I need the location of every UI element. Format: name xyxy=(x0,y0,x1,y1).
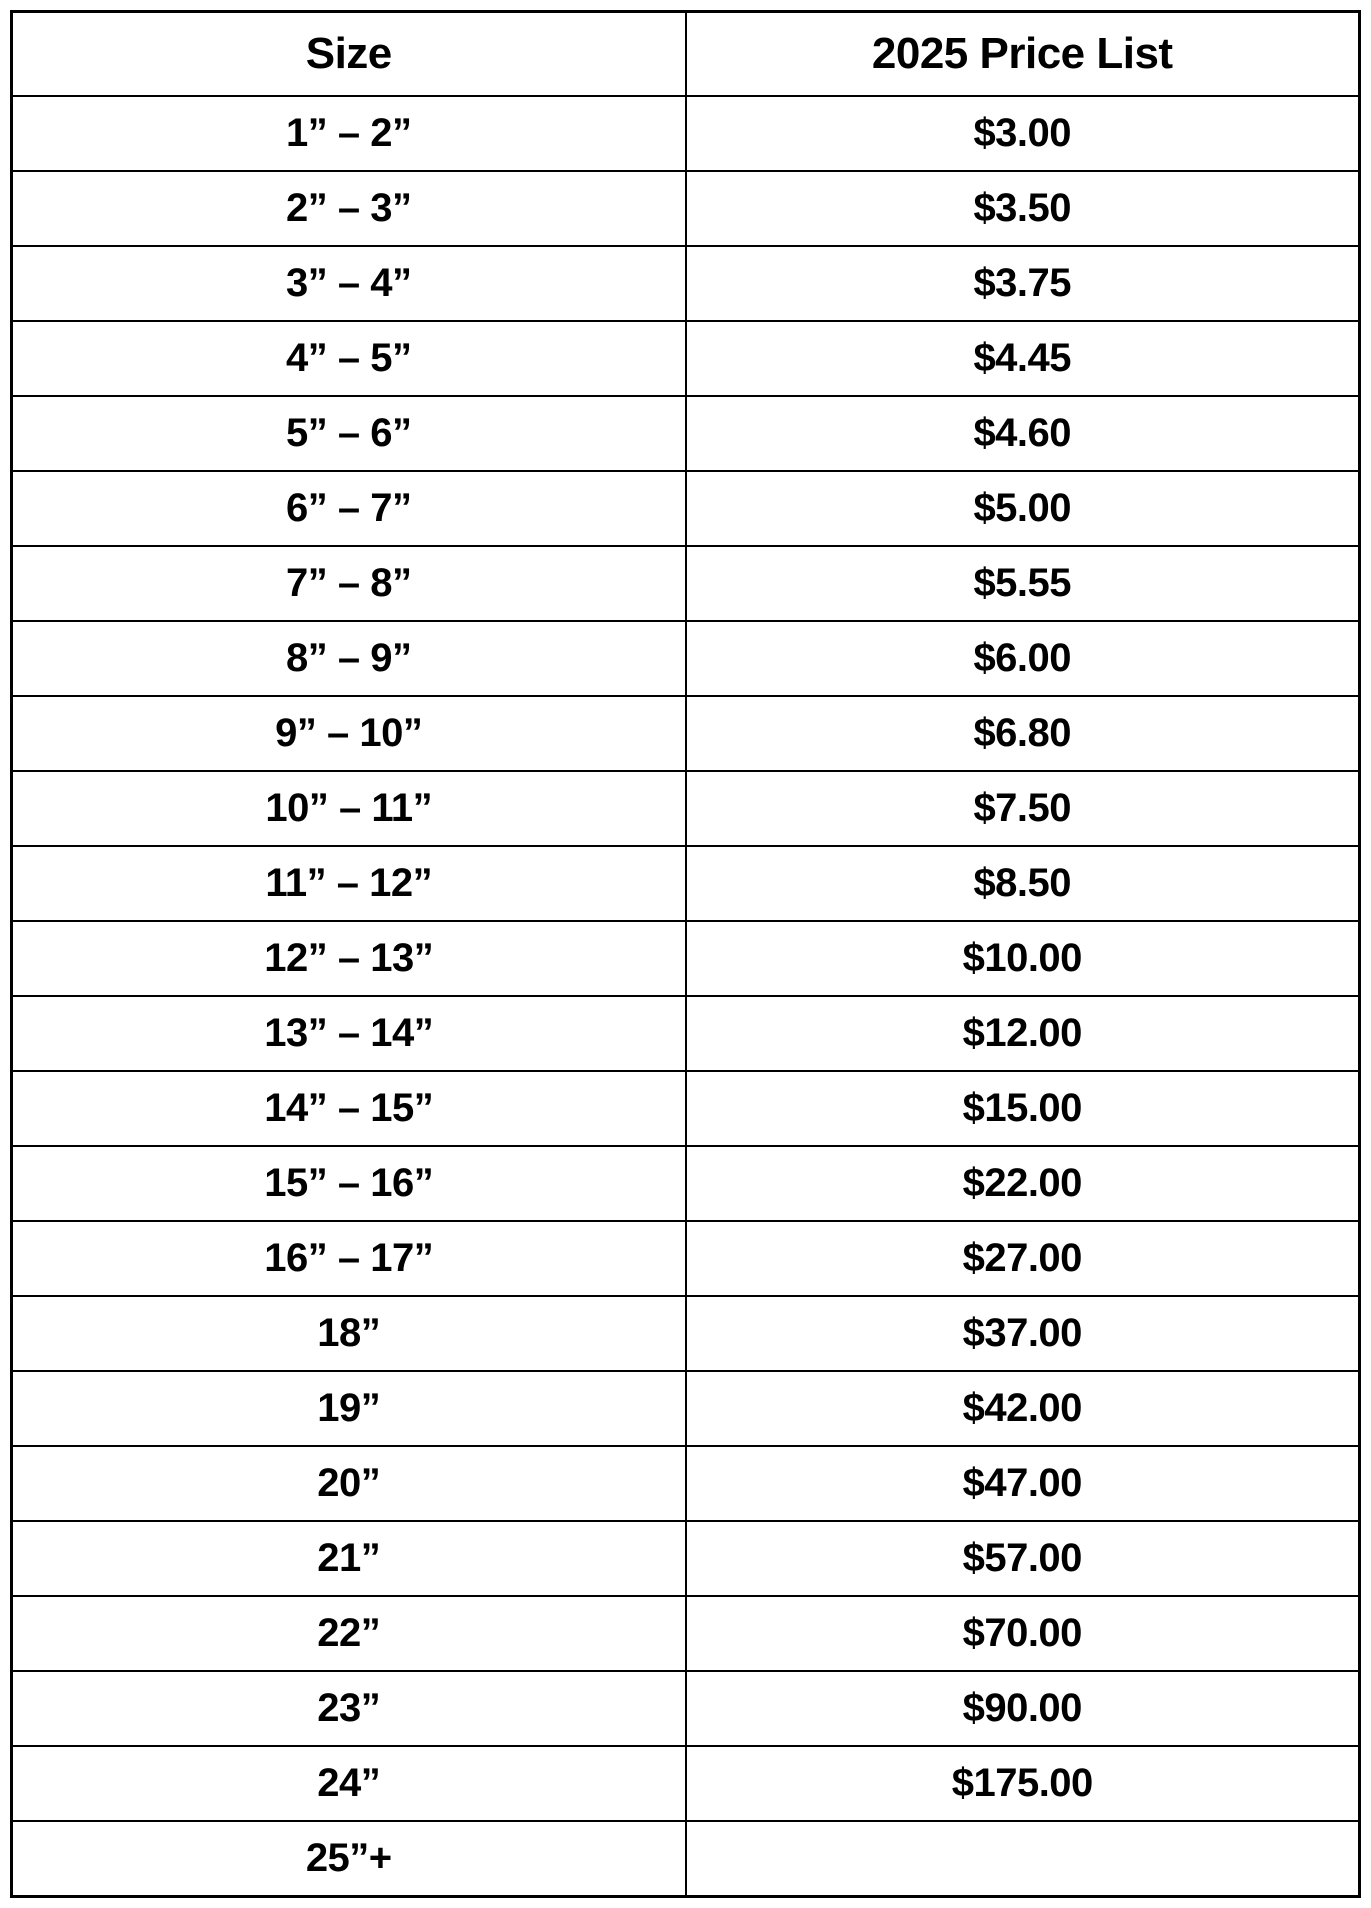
price-cell: $57.00 xyxy=(686,1521,1360,1596)
size-cell: 7” – 8” xyxy=(12,546,686,621)
price-cell: $90.00 xyxy=(686,1671,1360,1746)
size-cell: 11” – 12” xyxy=(12,846,686,921)
size-cell: 20” xyxy=(12,1446,686,1521)
price-cell: $5.00 xyxy=(686,471,1360,546)
price-cell: $3.75 xyxy=(686,246,1360,321)
size-cell: 15” – 16” xyxy=(12,1146,686,1221)
table-row: 24” $175.00 xyxy=(12,1746,1360,1821)
price-cell: $27.00 xyxy=(686,1221,1360,1296)
size-cell: 14” – 15” xyxy=(12,1071,686,1146)
price-cell: $42.00 xyxy=(686,1371,1360,1446)
price-cell: $15.00 xyxy=(686,1071,1360,1146)
table-row: 19” $42.00 xyxy=(12,1371,1360,1446)
size-cell: 10” – 11” xyxy=(12,771,686,846)
table-row: 3” – 4” $3.75 xyxy=(12,246,1360,321)
price-cell: $3.00 xyxy=(686,96,1360,171)
table-row: 4” – 5” $4.45 xyxy=(12,321,1360,396)
table-row: 16” – 17” $27.00 xyxy=(12,1221,1360,1296)
size-cell: 16” – 17” xyxy=(12,1221,686,1296)
table-row: 18” $37.00 xyxy=(12,1296,1360,1371)
size-cell: 12” – 13” xyxy=(12,921,686,996)
size-cell: 4” – 5” xyxy=(12,321,686,396)
table-row: 20” $47.00 xyxy=(12,1446,1360,1521)
table-row: 7” – 8” $5.55 xyxy=(12,546,1360,621)
table-row: 15” – 16” $22.00 xyxy=(12,1146,1360,1221)
table-row: 1” – 2” $3.00 xyxy=(12,96,1360,171)
size-cell: 13” – 14” xyxy=(12,996,686,1071)
header-row: Size 2025 Price List xyxy=(12,12,1360,97)
table-row: 2” – 3” $3.50 xyxy=(12,171,1360,246)
table-row: 9” – 10” $6.80 xyxy=(12,696,1360,771)
price-cell: $10.00 xyxy=(686,921,1360,996)
table-row: 11” – 12” $8.50 xyxy=(12,846,1360,921)
size-cell: 25”+ xyxy=(12,1821,686,1897)
table-row: 8” – 9” $6.00 xyxy=(12,621,1360,696)
price-cell: $12.00 xyxy=(686,996,1360,1071)
price-table-container: Size 2025 Price List 1” – 2” $3.00 2” – … xyxy=(10,10,1361,1898)
size-cell: 24” xyxy=(12,1746,686,1821)
size-cell: 9” – 10” xyxy=(12,696,686,771)
price-cell: $4.45 xyxy=(686,321,1360,396)
table-row: 22” $70.00 xyxy=(12,1596,1360,1671)
table-row: 14” – 15” $15.00 xyxy=(12,1071,1360,1146)
table-row: 10” – 11” $7.50 xyxy=(12,771,1360,846)
price-cell: $6.80 xyxy=(686,696,1360,771)
price-cell: $8.50 xyxy=(686,846,1360,921)
price-cell: $70.00 xyxy=(686,1596,1360,1671)
table-row: 12” – 13” $10.00 xyxy=(12,921,1360,996)
size-cell: 1” – 2” xyxy=(12,96,686,171)
table-row: 5” – 6” $4.60 xyxy=(12,396,1360,471)
size-cell: 3” – 4” xyxy=(12,246,686,321)
price-cell: $22.00 xyxy=(686,1146,1360,1221)
price-table: Size 2025 Price List 1” – 2” $3.00 2” – … xyxy=(10,10,1361,1898)
size-cell: 2” – 3” xyxy=(12,171,686,246)
price-cell: $5.55 xyxy=(686,546,1360,621)
size-cell: 22” xyxy=(12,1596,686,1671)
size-cell: 23” xyxy=(12,1671,686,1746)
column-header-price: 2025 Price List xyxy=(686,12,1360,97)
size-cell: 8” – 9” xyxy=(12,621,686,696)
price-cell: $37.00 xyxy=(686,1296,1360,1371)
price-cell: $175.00 xyxy=(686,1746,1360,1821)
price-cell: $7.50 xyxy=(686,771,1360,846)
table-row: 23” $90.00 xyxy=(12,1671,1360,1746)
table-row: 13” – 14” $12.00 xyxy=(12,996,1360,1071)
table-row: 6” – 7” $5.00 xyxy=(12,471,1360,546)
size-cell: 5” – 6” xyxy=(12,396,686,471)
table-header: Size 2025 Price List xyxy=(12,12,1360,97)
price-cell: $47.00 xyxy=(686,1446,1360,1521)
size-cell: 6” – 7” xyxy=(12,471,686,546)
column-header-size: Size xyxy=(12,12,686,97)
price-cell: $6.00 xyxy=(686,621,1360,696)
table-row: 21” $57.00 xyxy=(12,1521,1360,1596)
price-cell: $4.60 xyxy=(686,396,1360,471)
size-cell: 18” xyxy=(12,1296,686,1371)
size-cell: 19” xyxy=(12,1371,686,1446)
table-body: 1” – 2” $3.00 2” – 3” $3.50 3” – 4” $3.7… xyxy=(12,96,1360,1897)
price-cell xyxy=(686,1821,1360,1897)
table-row: 25”+ xyxy=(12,1821,1360,1897)
size-cell: 21” xyxy=(12,1521,686,1596)
price-cell: $3.50 xyxy=(686,171,1360,246)
